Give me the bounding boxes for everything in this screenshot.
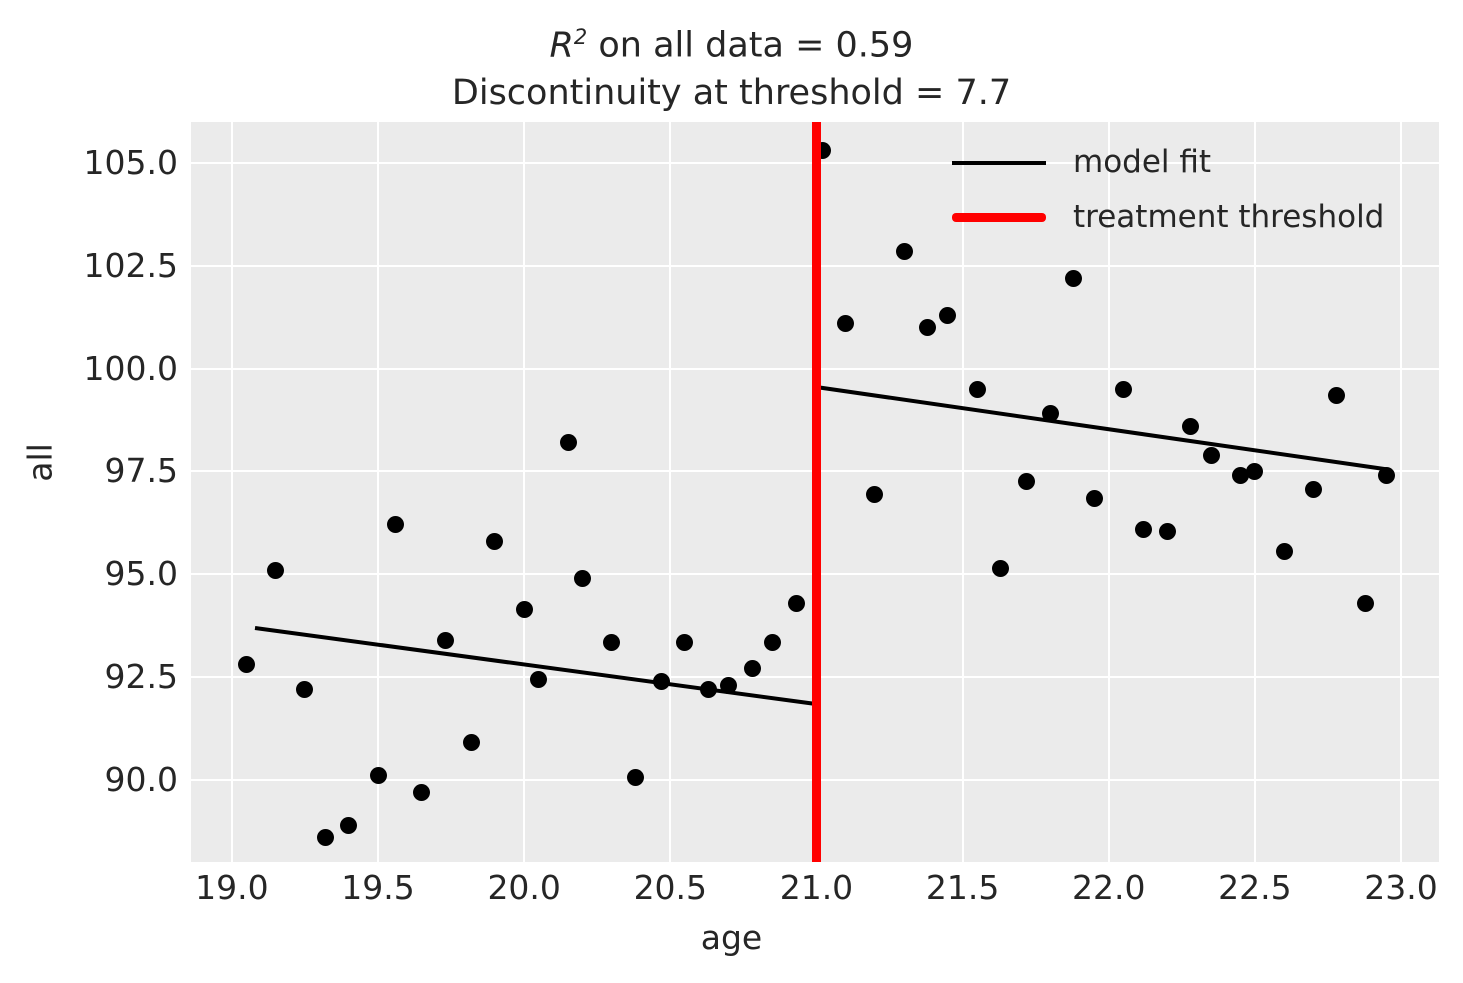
scatter-point xyxy=(574,569,592,587)
scatter-point xyxy=(866,485,884,503)
treatment-threshold-line xyxy=(811,122,821,862)
x-axis-tick-label: 22.5 xyxy=(1218,868,1292,907)
scatter-point xyxy=(699,680,717,698)
scatter-point xyxy=(1202,446,1220,464)
gridline-vertical xyxy=(523,122,526,862)
scatter-point xyxy=(1231,467,1249,485)
legend-item-treatment-threshold[interactable]: treatment threshold xyxy=(952,191,1422,246)
scatter-point xyxy=(939,306,957,324)
scatter-point xyxy=(1328,386,1346,404)
x-axis-tick-label: 23.0 xyxy=(1364,868,1438,907)
scatter-point xyxy=(515,600,533,618)
scatter-point xyxy=(296,680,314,698)
scatter-point xyxy=(764,633,782,651)
scatter-point xyxy=(387,516,405,534)
scatter-point xyxy=(413,783,431,801)
gridline-vertical xyxy=(377,122,380,862)
treatment-threshold-line-icon xyxy=(952,213,1046,222)
scatter-point xyxy=(559,434,577,452)
scatter-point xyxy=(1158,522,1176,540)
legend-label-model-fit: model fit xyxy=(1073,144,1212,180)
scatter-point xyxy=(1085,489,1103,507)
scatter-point xyxy=(1065,269,1083,287)
chart-title-line-2: Discontinuity at threshold = 7.7 xyxy=(451,72,1012,113)
scatter-point xyxy=(919,319,937,337)
gridline-vertical xyxy=(1253,122,1256,862)
y-axis-tick-label: 90.0 xyxy=(104,759,178,799)
scatter-point xyxy=(837,314,855,332)
x-axis-tick-label: 20.0 xyxy=(487,868,561,907)
scatter-point xyxy=(316,828,334,846)
scatter-point xyxy=(787,594,805,612)
scatter-point xyxy=(369,767,387,785)
legend: model fit treatment threshold xyxy=(952,136,1422,246)
scatter-point xyxy=(603,633,621,651)
scatter-point xyxy=(968,380,986,398)
scatter-point xyxy=(743,660,761,678)
scatter-point xyxy=(1041,405,1059,423)
gridline-vertical xyxy=(669,122,672,862)
legend-item-model-fit[interactable]: model fit xyxy=(952,136,1422,191)
r-squared-symbol: R xyxy=(549,25,574,66)
x-axis-tick-label: 21.0 xyxy=(779,868,854,907)
scatter-point xyxy=(1135,520,1153,538)
chart-title: R2 on all data = 0.59 Discontinuity at t… xyxy=(0,14,1463,117)
scatter-point xyxy=(486,532,504,550)
scatter-point xyxy=(1275,543,1293,561)
model-fit-left xyxy=(255,625,817,706)
x-axis-tick-label: 19.0 xyxy=(195,868,269,907)
y-axis-tick-label: 102.5 xyxy=(83,245,178,285)
scatter-point xyxy=(720,676,738,694)
r-squared-text: on all data = 0.59 xyxy=(587,25,914,66)
scatter-point xyxy=(1357,594,1375,612)
x-axis-tick-label: 19.5 xyxy=(341,868,415,907)
x-axis-tick-label: 20.5 xyxy=(633,868,708,907)
scatter-point xyxy=(895,243,913,260)
y-axis-tick-label: 105.0 xyxy=(83,143,178,183)
gridline-vertical xyxy=(1400,122,1402,862)
scatter-point xyxy=(1018,473,1036,491)
scatter-point xyxy=(992,559,1010,577)
scatter-point xyxy=(1304,481,1322,499)
x-axis-label: age xyxy=(700,918,763,957)
scatter-point xyxy=(1377,467,1395,485)
y-axis-tick-label: 100.0 xyxy=(83,348,178,388)
x-axis-tick-label: 21.5 xyxy=(925,868,1000,907)
scatter-point xyxy=(676,633,694,651)
scatter-point xyxy=(436,631,454,649)
legend-label-treatment-threshold: treatment threshold xyxy=(1073,199,1385,235)
chart-title-line-1: R2 on all data = 0.59 xyxy=(0,14,1463,70)
y-axis-tick-label: 95.0 xyxy=(104,554,178,594)
y-axis-label: all xyxy=(20,443,60,482)
r-squared-exponent: 2 xyxy=(573,25,588,49)
plot-area xyxy=(191,122,1439,862)
scatter-point xyxy=(1246,462,1264,480)
scatter-point xyxy=(463,734,481,752)
gridline-vertical xyxy=(961,122,964,862)
x-axis-tick-label: 22.0 xyxy=(1071,868,1146,907)
model-fit-line-icon xyxy=(952,161,1046,165)
model-fit-right xyxy=(816,385,1387,472)
gridline-vertical xyxy=(230,122,233,862)
scatter-point xyxy=(238,656,256,674)
scatter-point xyxy=(1114,380,1132,398)
scatter-point xyxy=(1182,417,1200,435)
scatter-point xyxy=(340,816,358,834)
scatter-point xyxy=(530,670,548,688)
gridline-vertical xyxy=(1107,122,1110,862)
scatter-point xyxy=(267,561,285,579)
scatter-point xyxy=(626,769,644,787)
y-axis-tick-label: 92.5 xyxy=(104,657,178,696)
y-axis-tick-label: 97.5 xyxy=(104,451,178,491)
scatter-point xyxy=(653,672,671,690)
